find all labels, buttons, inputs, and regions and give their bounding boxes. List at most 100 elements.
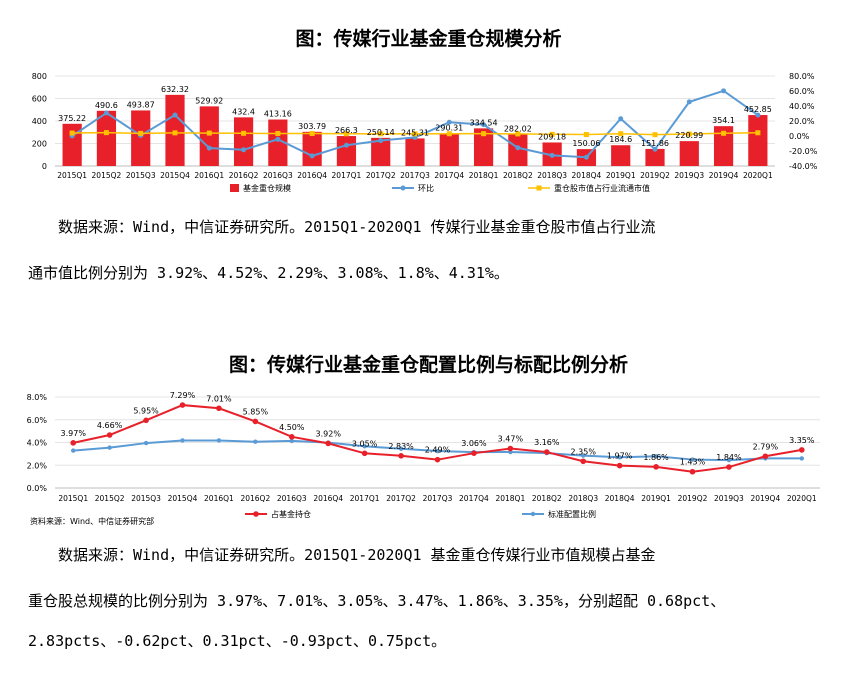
x-tick-label: 2018Q4 (605, 494, 635, 503)
holding-data-label: 1.84% (716, 453, 742, 462)
x-tick-label: 2018Q4 (572, 171, 602, 180)
bar-data-label: 290.31 (435, 123, 463, 132)
holding-data-label: 2.49% (425, 446, 451, 455)
bar-data-label: 303.79 (298, 122, 326, 131)
ratio-point (206, 130, 212, 136)
chart2-title: 图：传媒行业基金重仓配置比例与标配比例分析 (228, 354, 628, 376)
legend-label: 标准配置比例 (548, 509, 596, 519)
bar-data-label: 245.31 (401, 128, 429, 137)
bar-data-label: 375.22 (58, 114, 86, 123)
qoq-point (241, 147, 247, 153)
x-tick-label: 2016Q3 (263, 171, 293, 180)
chart1-title: 图：传媒行业基金重仓规模分析 (295, 28, 562, 50)
ratio-point (412, 131, 418, 137)
holding-data-label: 3.92% (316, 429, 342, 438)
x-tick-label: 2019Q4 (750, 494, 780, 503)
ratio-point (446, 131, 452, 137)
legend-label: 环比 (418, 183, 434, 193)
x-tick-label: 2019Q2 (640, 171, 670, 180)
holding-data-label: 3.47% (498, 435, 524, 444)
x-tick-label: 2016Q1 (194, 171, 224, 180)
standard-point (253, 439, 258, 444)
x-tick-label: 2017Q4 (459, 494, 489, 503)
standard-point (690, 457, 695, 462)
x-tick-label: 2015Q4 (160, 171, 190, 180)
x-tick-label: 2019Q3 (714, 494, 744, 503)
chart2-svg: 0.0% 2.0% 4.0% 6.0% 8.0% 2015Q1 2015Q2 2015Q3 20… (27, 391, 820, 519)
bar-data-label: 493.87 (127, 100, 155, 109)
holding-point (798, 447, 805, 453)
qoq-point (583, 154, 589, 160)
ratio-point (549, 131, 555, 137)
bar-data-label: 151.86 (641, 139, 669, 148)
chart1-svg: 0 200 400 600 800 -40.0% -20.0% 0.0% 20.0% 40.0% 6… (32, 72, 818, 193)
standard-point (726, 457, 732, 463)
qoq-point (549, 152, 555, 158)
holding-data-label: 2.79% (753, 442, 779, 451)
qoq-point (721, 88, 727, 94)
holding-point (507, 445, 514, 452)
qoq-point (172, 112, 178, 118)
x-tick-label: 2018Q3 (568, 494, 598, 503)
bar-data-label: 632.32 (161, 85, 189, 94)
x-tick-label: 2018Q2 (532, 494, 562, 503)
holding-point (689, 468, 696, 475)
x-tick-label: 2016Q1 (204, 494, 234, 503)
holding-data-label: 7.29% (170, 391, 196, 400)
holding-data-label: 1.43% (680, 458, 706, 467)
holding-data-label: 3.35% (789, 436, 815, 445)
bar-data-label: 150.06 (572, 139, 600, 148)
holding-point (543, 449, 550, 455)
qoq-point (652, 146, 658, 152)
qoq-point (103, 110, 109, 116)
bar (199, 106, 219, 166)
x-tick-label: 2020Q1 (743, 171, 773, 180)
standard-point (653, 454, 659, 459)
ratio-point (583, 132, 589, 137)
x-tick-label: 2016Q2 (240, 494, 270, 503)
y-tick-label: 0.0% (27, 484, 48, 493)
chart2-paragraph-line: 重仓股总规模的比例分别为 3.97%、7.01%、3.05%、3.47%、1.8… (28, 592, 726, 610)
qoq-point (309, 153, 315, 159)
holding-data-label: 3.06% (461, 439, 487, 448)
y-tick-label: 800 (32, 72, 47, 81)
standard-point (143, 440, 149, 446)
ratio-point (343, 131, 349, 137)
ratio-point (652, 132, 658, 138)
holding-point (106, 432, 113, 438)
y2-tick-label: 0.0% (789, 132, 810, 141)
x-tick-label: 2017Q1 (332, 171, 362, 180)
legend-swatch-standard-marker (530, 511, 536, 517)
ratio-point (378, 131, 384, 137)
bar-data-label: 413.16 (264, 110, 292, 119)
qoq-point (618, 116, 624, 122)
y-tick-label: 2.0% (27, 461, 48, 470)
legend-label: 占基金持仓 (271, 509, 311, 519)
standard-point (216, 438, 222, 443)
holding-data-label: 2.35% (571, 447, 597, 456)
bar-data-label: 490.6 (95, 101, 118, 110)
y2-tick-label: 80.0% (789, 72, 815, 81)
holding-point (653, 464, 659, 470)
x-tick-label: 2015Q1 (58, 494, 88, 503)
bar-data-label: 184.6 (609, 135, 632, 144)
standard-point (398, 446, 404, 451)
x-tick-label: 2019Q2 (678, 494, 708, 503)
x-tick-label: 2020Q1 (787, 494, 817, 503)
holding-point (252, 418, 259, 425)
bar (96, 110, 117, 166)
y-tick-label: 0 (42, 162, 47, 171)
x-tick-label: 2015Q2 (95, 494, 125, 503)
x-tick-label: 2019Q1 (606, 171, 636, 180)
qoq-point (206, 145, 212, 151)
ratio-point (515, 131, 521, 137)
bar (371, 137, 391, 166)
holding-data-label: 1.86% (643, 453, 669, 462)
holding-point (726, 464, 732, 470)
ratio-point (618, 131, 624, 137)
qoq-point (378, 138, 384, 144)
x-tick-label: 2016Q4 (313, 494, 343, 503)
ratio-point (138, 130, 144, 136)
qoq-point (275, 136, 281, 142)
bar (233, 117, 254, 166)
